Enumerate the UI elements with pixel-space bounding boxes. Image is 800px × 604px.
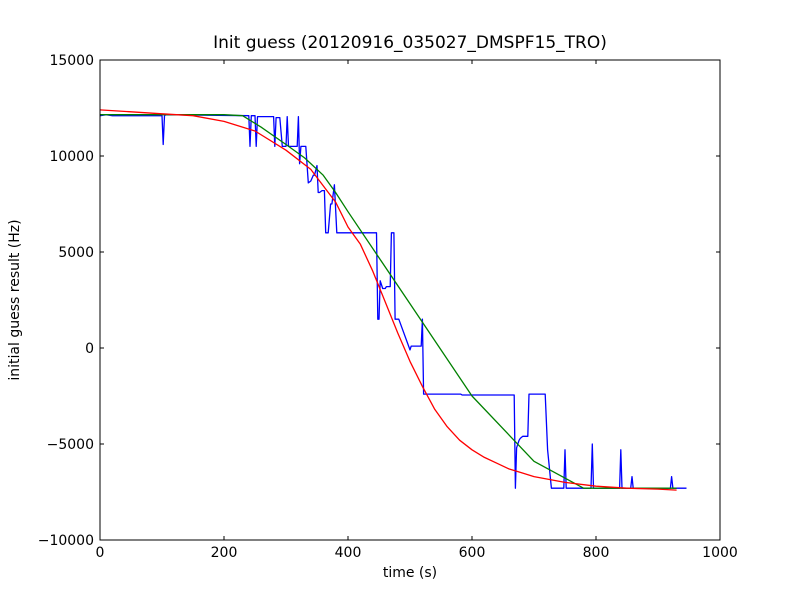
series-line-1 (99, 114, 687, 489)
x-tick-label: 600 (459, 545, 486, 561)
x-tick-label: 1000 (702, 545, 738, 561)
chart-title: Init guess (20120916_035027_DMSPF15_TRO) (213, 33, 607, 53)
x-tick-label: 200 (211, 545, 238, 561)
y-ticks: −10000 −5000 0 5000 10000 15000 (38, 53, 720, 549)
series-layer (99, 109, 687, 491)
y-tick-label: 10000 (49, 149, 94, 165)
x-tick-label: 800 (583, 545, 610, 561)
plot-area (100, 60, 720, 540)
y-tick-label: 15000 (49, 53, 94, 69)
x-ticks: 0 200 400 600 800 1000 (96, 60, 738, 561)
y-tick-label: −10000 (38, 533, 94, 549)
axes-frame (99, 59, 721, 541)
x-tick-label: 0 (96, 545, 105, 561)
y-tick-label: 0 (85, 341, 94, 357)
y-tick-label: −5000 (47, 437, 94, 453)
series-line-2 (100, 114, 677, 489)
y-axis-label: initial guess result (Hz) (7, 219, 23, 380)
series-line-3 (99, 109, 677, 491)
x-tick-label: 400 (335, 545, 362, 561)
x-axis-label: time (s) (383, 565, 437, 581)
y-tick-label: 5000 (58, 245, 94, 261)
